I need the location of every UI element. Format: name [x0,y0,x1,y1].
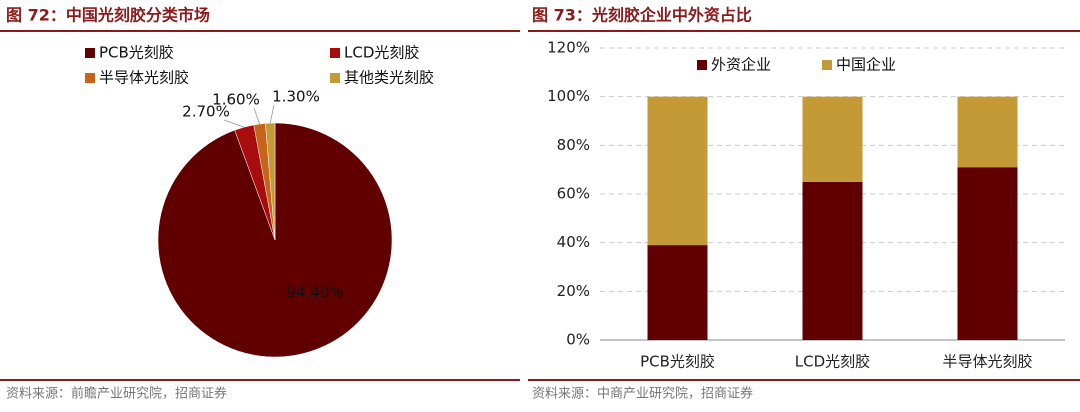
leader-line [223,119,245,128]
bar-segment [802,96,863,182]
leader-line [253,107,260,125]
bar-segment [957,96,1018,168]
legend-label: 中国企业 [836,56,896,74]
x-tick-label: 半导体光刻胶 [942,353,1032,371]
y-tick-label: 0% [566,331,590,349]
legend-label: 其他类光刻胶 [344,69,434,87]
y-tick-label: 40% [557,233,590,251]
legend-swatch [85,48,95,58]
legend-label: 半导体光刻胶 [99,69,189,87]
legend-swatch [822,60,832,70]
y-tick-label: 120% [547,39,590,57]
bar-segment [647,96,708,246]
chart-title: 图 72：中国光刻胶分类市场 [6,6,210,25]
x-tick-label: PCB光刻胶 [640,353,715,371]
y-tick-label: 20% [557,282,590,300]
y-tick-label: 80% [557,136,590,154]
y-tick-label: 60% [557,185,590,203]
legend-label: LCD光刻胶 [344,44,419,62]
y-tick-label: 100% [547,87,590,105]
legend-swatch [85,73,95,83]
bar-segment [957,167,1018,340]
x-tick-label: LCD光刻胶 [795,353,870,371]
legend-swatch [330,73,340,83]
bar-segment [802,181,863,340]
legend-swatch [330,48,340,58]
bar-segment [647,245,708,340]
legend-swatch [697,60,707,70]
data-label: 1.60% [212,91,260,109]
legend-label: 外资企业 [711,56,771,74]
source: 资料来源：前瞻产业研究院，招商证券 [6,386,227,402]
data-label: 2.70% [182,103,230,121]
data-label: 1.30% [272,88,320,106]
source: 资料来源：中商产业研究院，招商证券 [532,386,753,402]
leader-line [269,104,275,124]
data-label: 94.40% [286,284,343,302]
legend-label: PCB光刻胶 [99,44,174,62]
chart-title: 图 73：光刻胶企业中外资占比 [532,6,752,25]
